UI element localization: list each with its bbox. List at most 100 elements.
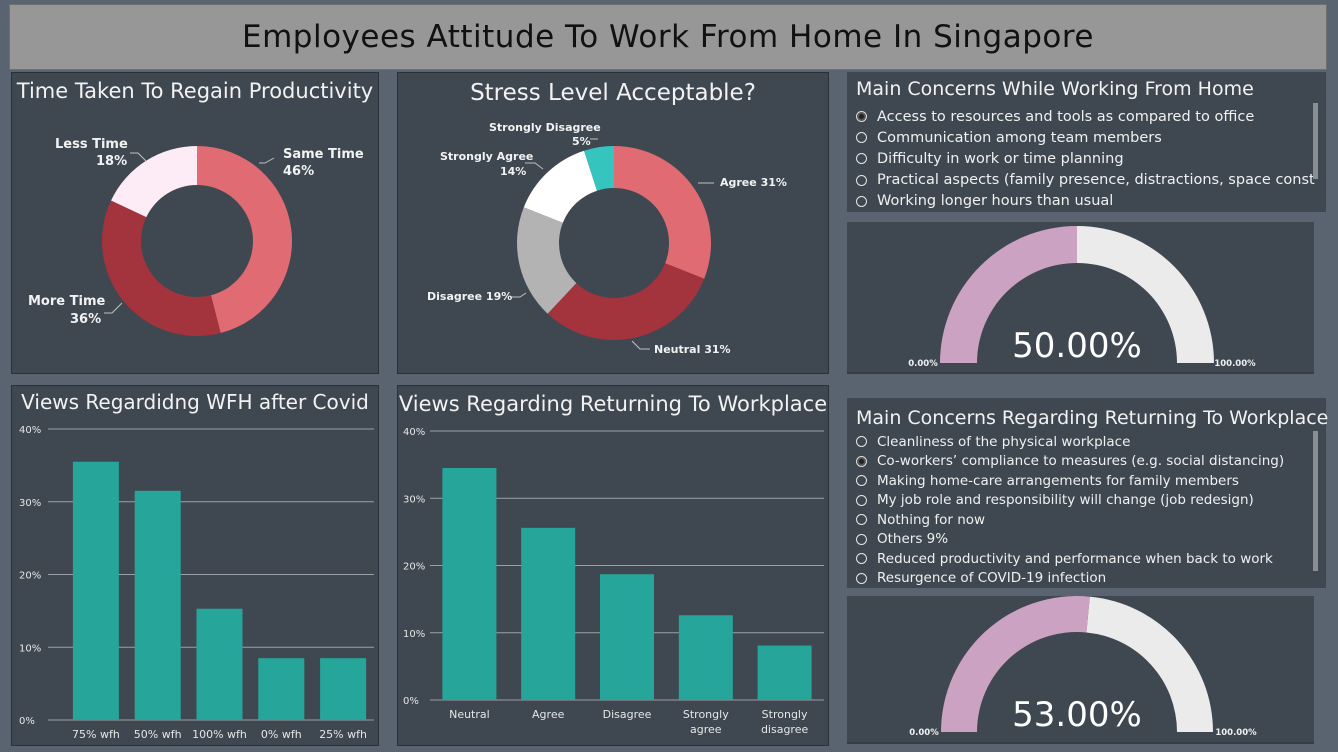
x-tick-label-strongly-disagree: disagree (761, 723, 809, 736)
donut-slice-less-time[interactable] (111, 146, 197, 218)
return-concern-option-2[interactable]: Co-workers’ compliance to measures (e.g.… (856, 452, 1316, 472)
x-tick-label-50-wfh: 50% wfh (134, 728, 182, 741)
slice-label-neutral: Neutral 31% (654, 343, 731, 356)
home-concern-radio-5[interactable] (856, 195, 867, 207)
leader-line-more-time (104, 302, 123, 314)
donut-slice-strongly-disagree[interactable] (584, 146, 614, 191)
bar-0-wfh[interactable] (258, 658, 305, 720)
home-concern-option-label: Access to resources and tools as compare… (877, 108, 1255, 125)
return-concern-option-6[interactable]: Others 9% (856, 530, 1316, 550)
slice-label-strongly-disagree: 5% (572, 135, 591, 148)
slice-name-less-time: Less Time (55, 137, 128, 152)
return-concern-radio-2[interactable] (856, 455, 867, 467)
leader-line-strongly-agree (525, 162, 544, 170)
donut-slice-neutral[interactable] (547, 263, 705, 340)
gauge-fill[interactable] (941, 596, 1090, 732)
home-concerns-title: Main Concerns While Working From Home (856, 78, 1254, 100)
return-concern-option-1[interactable]: Cleanliness of the physical workplace (856, 432, 1316, 452)
leader-line-same-time (259, 157, 275, 164)
return-concerns-slicer: Main Concerns Regarding Returning To Wor… (847, 398, 1329, 588)
bar-75-wfh[interactable] (72, 461, 119, 720)
return-concern-option-label: My job role and responsibility will chan… (877, 492, 1254, 509)
return-concerns-title: Main Concerns Regarding Returning To Wor… (856, 407, 1329, 429)
bar-agree[interactable] (521, 527, 576, 700)
y-tick-label: 0% (19, 716, 35, 727)
return-concerns-scrollbar[interactable] (1313, 431, 1318, 571)
home-concern-radio-1[interactable] (856, 111, 867, 123)
donut-slice-more-time[interactable] (101, 200, 221, 337)
bar-disagree[interactable] (600, 574, 654, 700)
leader-line-neutral (631, 340, 650, 350)
x-tick-label-25-wfh: 25% wfh (319, 728, 367, 741)
return-concern-option-5[interactable]: Nothing for now (856, 510, 1316, 530)
wfh-after-covid-panel: Views Regardidng WFH after Covid 0% 10% 20… (11, 385, 379, 746)
bar-50-wfh[interactable] (134, 490, 181, 720)
return-concerns-list: Cleanliness of the physical workplace Co-… (856, 432, 1316, 588)
return-concern-radio-5[interactable] (856, 514, 867, 526)
gauge-fill[interactable] (940, 226, 1077, 363)
donut-slice-same-time[interactable] (197, 146, 293, 334)
return-concern-option-label: Resurgence of COVID-19 infection (877, 570, 1107, 587)
gauge-track (1086, 596, 1213, 732)
title-banner: Employees Attitude To Work From Home In … (9, 4, 1327, 70)
y-tick-label: 10% (403, 629, 425, 640)
slice-label-more-time: 36% (70, 312, 101, 327)
x-tick-label-strongly-agree: agree (690, 723, 722, 736)
x-tick-label-neutral: Neutral (449, 708, 490, 721)
home-concern-option-2[interactable]: Communication among team members (856, 127, 1316, 148)
home-concern-radio-4[interactable] (856, 174, 867, 186)
slice-name-strongly-agree: Strongly Agree (440, 150, 533, 163)
home-concern-option-3[interactable]: Difficulty in work or time planning (856, 148, 1316, 169)
bar-100-wfh[interactable] (196, 608, 243, 720)
leader-line-less-time (130, 152, 147, 162)
donut-slice-strongly-agree[interactable] (523, 150, 598, 223)
return-concern-radio-4[interactable] (856, 494, 867, 506)
slice-name-same-time: Same Time (283, 147, 364, 162)
return-concern-radio-1[interactable] (856, 436, 867, 448)
home-gauge-chart: 50.00% 0.00% 100.00% (908, 226, 1256, 369)
home-concern-radio-3[interactable] (856, 153, 867, 165)
x-tick-label-agree: Agree (532, 708, 565, 721)
return-concern-option-3[interactable]: Making home-care arrangements for family… (856, 471, 1316, 491)
return-concern-option-label: Nothing for now (877, 511, 986, 528)
slice-label-same-time: 46% (283, 164, 314, 179)
slice-label-agree: Agree 31% (720, 176, 787, 189)
bar-strongly-agree[interactable] (678, 615, 733, 700)
home-concern-option-4[interactable]: Practical aspects (family presence, dist… (856, 170, 1316, 191)
return-concern-radio-3[interactable] (856, 475, 867, 487)
x-tick-label-75-wfh: 75% wfh (72, 728, 120, 741)
home-concerns-slicer: Main Concerns While Working From Home Ac… (847, 72, 1326, 212)
home-concern-option-label: Difficulty in work or time planning (877, 150, 1124, 167)
x-tick-label-disagree: Disagree (603, 708, 652, 721)
bar-neutral[interactable] (442, 467, 497, 700)
home-concerns-scrollbar[interactable] (1313, 103, 1318, 179)
slice-label-less-time: 18% (96, 154, 127, 169)
return-concern-radio-6[interactable] (856, 533, 867, 545)
y-tick-label: 40% (403, 427, 425, 438)
y-tick-label: 10% (19, 643, 41, 654)
home-concern-option-5[interactable]: Working longer hours than usual (856, 191, 1316, 208)
gauge-track (1077, 226, 1214, 363)
return-gauge-chart: 53.00% 0.00% 100.00% (909, 596, 1257, 738)
bar-25-wfh[interactable] (320, 658, 367, 720)
x-tick-label-strongly-agree: Strongly (683, 708, 729, 721)
return-concern-option-7[interactable]: Reduced productivity and performance whe… (856, 549, 1316, 569)
x-tick-label-strongly-disagree: Strongly (762, 708, 808, 721)
stress-chart-title: Stress Level Acceptable? (470, 80, 756, 106)
home-concern-option-1[interactable]: Access to resources and tools as compare… (856, 106, 1316, 127)
gauge-value: 53.00% (1012, 695, 1142, 735)
return-concern-option-4[interactable]: My job role and responsibility will chan… (856, 491, 1316, 511)
y-tick-label: 0% (403, 696, 419, 707)
donut-slice-agree[interactable] (614, 146, 711, 279)
x-tick-label-0-wfh: 0% wfh (261, 728, 302, 741)
gauge-min-label: 0.00% (909, 728, 939, 738)
return-concern-option-8[interactable]: Resurgence of COVID-19 infection (856, 569, 1316, 589)
slice-name-strongly-disagree: Strongly Disagree (489, 121, 601, 134)
return-concern-radio-7[interactable] (856, 553, 867, 565)
return-concern-radio-8[interactable] (856, 572, 867, 584)
bar-strongly-disagree[interactable] (757, 645, 812, 700)
home-concern-radio-2[interactable] (856, 132, 867, 144)
return-gauge-panel: 53.00% 0.00% 100.00% (847, 596, 1314, 744)
y-tick-label: 20% (403, 562, 425, 573)
donut-slice-disagree[interactable] (517, 207, 577, 314)
